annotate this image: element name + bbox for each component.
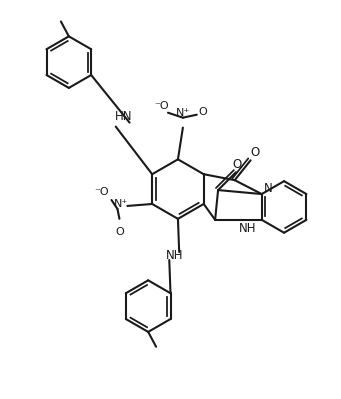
Text: HN: HN (115, 110, 132, 123)
Text: N⁺: N⁺ (114, 199, 129, 209)
Text: NH: NH (239, 222, 256, 235)
Text: N: N (264, 182, 273, 195)
Text: O: O (250, 146, 259, 159)
Text: O: O (115, 227, 124, 237)
Text: ⁻O: ⁻O (154, 101, 168, 111)
Text: O: O (198, 107, 207, 117)
Text: N⁺: N⁺ (176, 108, 190, 118)
Text: ⁻O: ⁻O (94, 187, 109, 197)
Text: O: O (232, 158, 241, 171)
Text: NH: NH (165, 249, 183, 261)
